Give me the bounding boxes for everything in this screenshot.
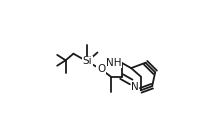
Text: Si: Si — [82, 56, 92, 67]
Text: N: N — [131, 82, 139, 92]
Text: NH: NH — [106, 58, 122, 68]
Text: O: O — [97, 64, 105, 74]
